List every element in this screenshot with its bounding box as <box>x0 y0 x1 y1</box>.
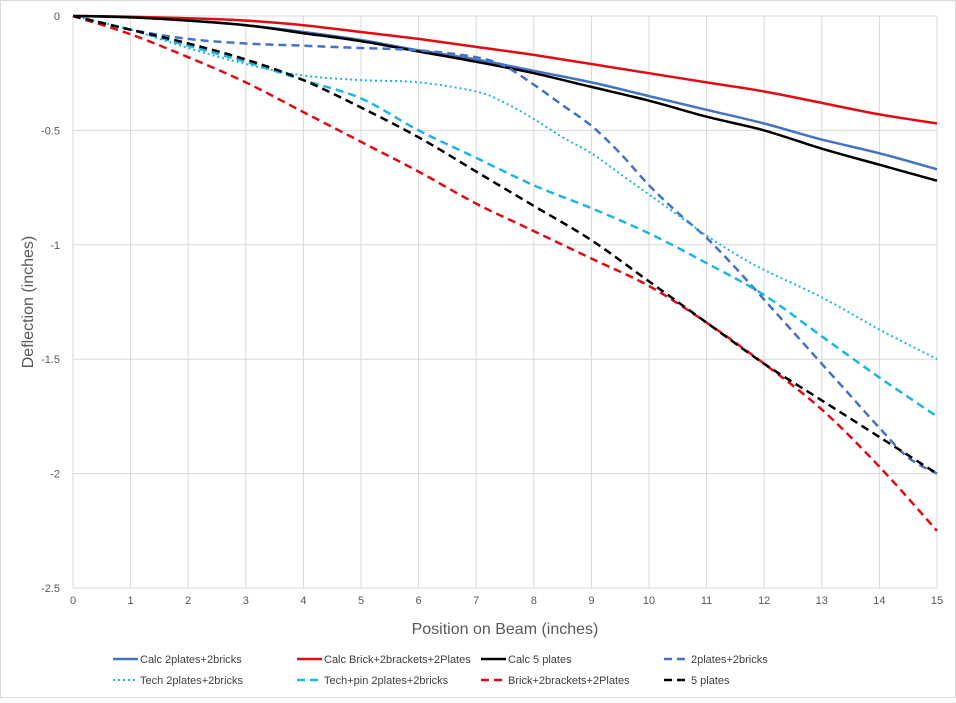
x-tick-label: 7 <box>473 595 479 607</box>
x-tick-label: 1 <box>128 595 134 607</box>
series-line-calc-brick-2brackets-2plates <box>72 14 938 125</box>
legend-label: Calc Brick+2brackets+2Plates <box>324 654 471 666</box>
legend-label: 2plates+2bricks <box>691 654 768 666</box>
x-tick-label: 14 <box>873 595 885 607</box>
legend-label: Calc 2plates+2bricks <box>140 654 242 666</box>
tick-labels: 0 1 2 3 4 5 6 7 8 9 10 11 12 13 14 150-0.5-1-1.5-2-2.5 <box>41 11 943 607</box>
series-line-brick-2brackets-2plates <box>72 14 938 532</box>
x-tick-label: 4 <box>300 595 306 607</box>
legend-label: Brick+2brackets+2Plates <box>508 675 630 687</box>
x-tick-label: 12 <box>758 595 770 607</box>
x-tick-label: 10 <box>643 595 655 607</box>
y-tick-label: -2.5 <box>41 583 60 595</box>
x-tick-label: 5 <box>358 595 364 607</box>
series-line-5-plates <box>72 14 938 475</box>
legend-label: Tech 2plates+2bricks <box>140 675 244 687</box>
series-line-2plates-2bricks <box>72 14 938 475</box>
x-tick-label: 8 <box>531 595 537 607</box>
series-line-calc-5-plates <box>72 14 938 182</box>
x-axis-title: Position on Beam (inches) <box>412 621 599 638</box>
x-tick-label: 3 <box>243 595 249 607</box>
y-axis-title: Deflection (inches) <box>20 236 37 369</box>
gridlines <box>72 15 938 589</box>
legend-label: 5 plates <box>691 675 730 687</box>
x-tick-label: 0 <box>70 595 76 607</box>
legend-label: Tech+pin 2plates+2bricks <box>324 675 449 687</box>
y-tick-label: -1 <box>50 240 60 252</box>
y-tick-label: 0 <box>54 11 60 23</box>
y-tick-label: -2 <box>50 469 60 481</box>
series-line-tech-2plates-2bricks <box>72 15 938 361</box>
legend: Calc 2plates+2bricks Calc Brick+2brackets… <box>113 654 768 687</box>
x-tick-label: 9 <box>588 595 594 607</box>
x-tick-label: 11 <box>701 595 712 607</box>
x-tick-label: 15 <box>931 595 943 607</box>
y-tick-label: -1.5 <box>41 354 60 366</box>
y-tick-label: -0.5 <box>41 125 60 137</box>
series-layer <box>72 14 938 532</box>
x-tick-label: 6 <box>416 595 422 607</box>
x-tick-label: 13 <box>816 595 828 607</box>
series-line-tech-pin-2plates-2bricks <box>72 14 938 418</box>
legend-label: Calc 5 plates <box>508 654 572 666</box>
x-tick-label: 2 <box>185 595 191 607</box>
